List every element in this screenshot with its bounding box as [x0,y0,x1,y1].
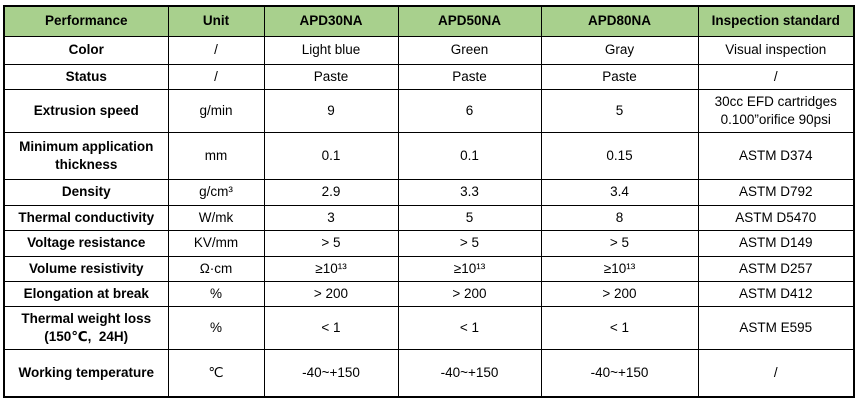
table-row-status: Status / Paste Paste Paste / [3,63,855,90]
inspection-standard-cell: ASTM D792 [697,178,855,206]
unit-cell: g/min [167,88,265,133]
apd30na-value-cell: Light blue [263,35,399,65]
row-label-cell: Elongation at break [3,280,169,307]
unit-cell: g/cm³ [167,178,265,206]
apd80na-value-cell: > 200 [540,280,699,307]
table-header-row: Performance Unit APD30NA APD50NA APD80NA… [3,5,855,37]
apd80na-value-cell: > 5 [540,229,699,257]
unit-cell: mm [167,131,265,180]
apd80na-value-cell: Gray [540,35,699,65]
table-row-elongation-at-break: Elongation at break % > 200 > 200 > 200 … [3,280,855,307]
apd30na-value-cell: > 5 [263,229,399,257]
unit-cell: / [167,35,265,65]
apd30na-value-cell: Paste [263,63,399,90]
apd30na-value-cell: -40~+150 [263,348,399,398]
unit-cell: % [167,305,265,350]
apd30na-value-cell: ≥10¹³ [263,255,399,282]
column-header-apd80na: APD80NA [540,5,699,37]
row-label-cell: Extrusion speed [3,88,169,133]
table-row-working-temperature: Working temperature ℃ -40~+150 -40~+150 … [3,348,855,398]
column-header-unit: Unit [167,5,265,37]
apd30na-value-cell: < 1 [263,305,399,350]
column-header-inspection-standard: Inspection standard [697,5,855,37]
unit-cell: / [167,63,265,90]
table-row-extrusion-speed: Extrusion speed g/min 9 6 5 30cc EFD car… [3,88,855,133]
apd50na-value-cell: > 5 [397,229,542,257]
table-row-density: Density g/cm³ 2.9 3.3 3.4 ASTM D792 [3,178,855,206]
inspection-standard-cell: Visual inspection [697,35,855,65]
column-header-apd50na: APD50NA [397,5,542,37]
inspection-standard-cell: ASTM E595 [697,305,855,350]
column-header-apd30na: APD30NA [263,5,399,37]
apd80na-value-cell: ≥10¹³ [540,255,699,282]
apd50na-value-cell: 6 [397,88,542,133]
apd80na-value-cell: Paste [540,63,699,90]
row-label-cell: Density [3,178,169,206]
inspection-standard-cell: / [697,348,855,398]
apd50na-value-cell: > 200 [397,280,542,307]
apd80na-value-cell: 0.15 [540,131,699,180]
apd50na-value-cell: 3.3 [397,178,542,206]
apd50na-value-cell: -40~+150 [397,348,542,398]
apd30na-value-cell: 0.1 [263,131,399,180]
table-row-volume-resistivity: Volume resistivity Ω·cm ≥10¹³ ≥10¹³ ≥10¹… [3,255,855,282]
inspection-standard-cell: ASTM D5470 [697,204,855,231]
table-row-thermal-weight-loss: Thermal weight loss (150℃, 24H) % < 1 < … [3,305,855,350]
apd30na-value-cell: > 200 [263,280,399,307]
inspection-standard-cell: ASTM D149 [697,229,855,257]
table-row-thermal-conductivity: Thermal conductivity W/mk 3 5 8 ASTM D54… [3,204,855,231]
column-header-performance: Performance [3,5,169,37]
row-label-cell: Volume resistivity [3,255,169,282]
row-label-cell: Minimum application thickness [3,131,169,180]
inspection-standard-cell: ASTM D412 [697,280,855,307]
inspection-standard-cell: 30cc EFD cartridges 0.100”orifice 90psi [697,88,855,133]
row-label-cell: Thermal conductivity [3,204,169,231]
apd80na-value-cell: -40~+150 [540,348,699,398]
apd80na-value-cell: 3.4 [540,178,699,206]
apd30na-value-cell: 9 [263,88,399,133]
apd50na-value-cell: Green [397,35,542,65]
unit-cell: % [167,280,265,307]
unit-cell: ℃ [167,348,265,398]
product-spec-table: Performance Unit APD30NA APD50NA APD80NA… [3,5,855,398]
apd30na-value-cell: 3 [263,204,399,231]
apd50na-value-cell: < 1 [397,305,542,350]
row-label-cell: Voltage resistance [3,229,169,257]
apd50na-value-cell: 5 [397,204,542,231]
unit-cell: KV/mm [167,229,265,257]
row-label-cell: Status [3,63,169,90]
apd50na-value-cell: ≥10¹³ [397,255,542,282]
table-row-minimum-application-thickness: Minimum application thickness mm 0.1 0.1… [3,131,855,180]
row-label-cell: Thermal weight loss (150℃, 24H) [3,305,169,350]
inspection-standard-cell: ASTM D374 [697,131,855,180]
row-label-cell: Color [3,35,169,65]
inspection-standard-cell: ASTM D257 [697,255,855,282]
apd30na-value-cell: 2.9 [263,178,399,206]
unit-cell: Ω·cm [167,255,265,282]
unit-cell: W/mk [167,204,265,231]
apd80na-value-cell: 5 [540,88,699,133]
apd80na-value-cell: 8 [540,204,699,231]
table-row-voltage-resistance: Voltage resistance KV/mm > 5 > 5 > 5 AST… [3,229,855,257]
row-label-cell: Working temperature [3,348,169,398]
table-row-color: Color / Light blue Green Gray Visual ins… [3,35,855,65]
apd50na-value-cell: Paste [397,63,542,90]
inspection-standard-cell: / [697,63,855,90]
apd80na-value-cell: < 1 [540,305,699,350]
apd50na-value-cell: 0.1 [397,131,542,180]
